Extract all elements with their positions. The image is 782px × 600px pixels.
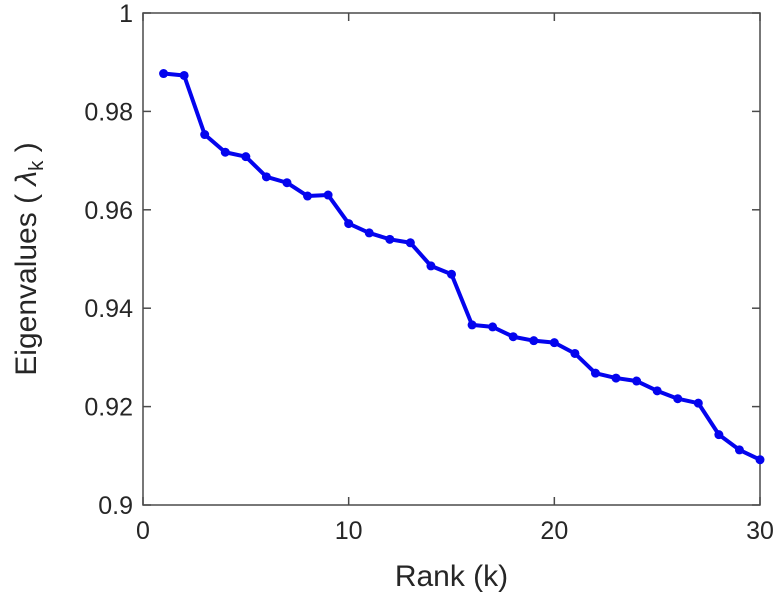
- data-point-marker: [570, 348, 580, 358]
- data-point-marker: [734, 445, 744, 455]
- data-point-marker: [323, 190, 333, 200]
- x-tick-label: 30: [746, 517, 774, 545]
- data-point-marker: [673, 394, 683, 404]
- data-point-marker: [488, 322, 498, 332]
- data-point-marker: [611, 373, 621, 383]
- plot-frame: [142, 12, 761, 506]
- data-point-marker: [200, 130, 210, 140]
- y-tick-label: 0.94: [84, 295, 133, 323]
- x-tick-label: 20: [540, 517, 568, 545]
- y-tick-label: 0.96: [84, 197, 133, 225]
- y-tick-label: 0.9: [98, 492, 133, 520]
- data-point-marker: [590, 368, 600, 378]
- x-tick-label: 0: [136, 517, 150, 545]
- data-point-marker: [159, 69, 169, 79]
- data-point-marker: [467, 320, 477, 330]
- data-point-marker: [529, 336, 539, 346]
- y-tick-label: 1: [119, 0, 133, 28]
- x-tick-label: 10: [335, 517, 363, 545]
- y-axis-label-suffix: ): [10, 142, 43, 161]
- data-point-marker: [179, 70, 189, 80]
- lambda-subscript: k: [26, 160, 48, 171]
- data-point-marker: [693, 398, 703, 408]
- data-point-marker: [508, 332, 518, 342]
- data-point-marker: [364, 228, 374, 238]
- y-axis-label-text: Eigenvalues (: [10, 185, 43, 376]
- data-point-marker: [652, 386, 662, 396]
- data-point-marker: [549, 338, 559, 348]
- y-axis-label: Eigenvalues ( λk ): [10, 142, 48, 376]
- data-point-marker: [344, 219, 354, 229]
- data-point-marker: [220, 147, 230, 157]
- data-point-marker: [261, 172, 271, 182]
- data-point-marker: [426, 261, 436, 271]
- y-tick-label: 0.92: [84, 394, 133, 422]
- data-point-marker: [632, 376, 642, 386]
- x-axis-label: Rank (k): [394, 560, 509, 593]
- eigenvalue-line: [161, 71, 762, 462]
- data-point-marker: [405, 238, 415, 248]
- data-point-marker: [303, 191, 313, 201]
- lambda-symbol: λ: [10, 170, 43, 186]
- y-tick-label: 0.98: [84, 98, 133, 126]
- data-point-marker: [447, 269, 456, 279]
- data-point-marker: [282, 178, 292, 188]
- data-point-marker: [385, 234, 395, 244]
- data-point-marker: [714, 430, 724, 440]
- data-point-marker: [241, 152, 251, 162]
- data-point-marker: [755, 455, 765, 465]
